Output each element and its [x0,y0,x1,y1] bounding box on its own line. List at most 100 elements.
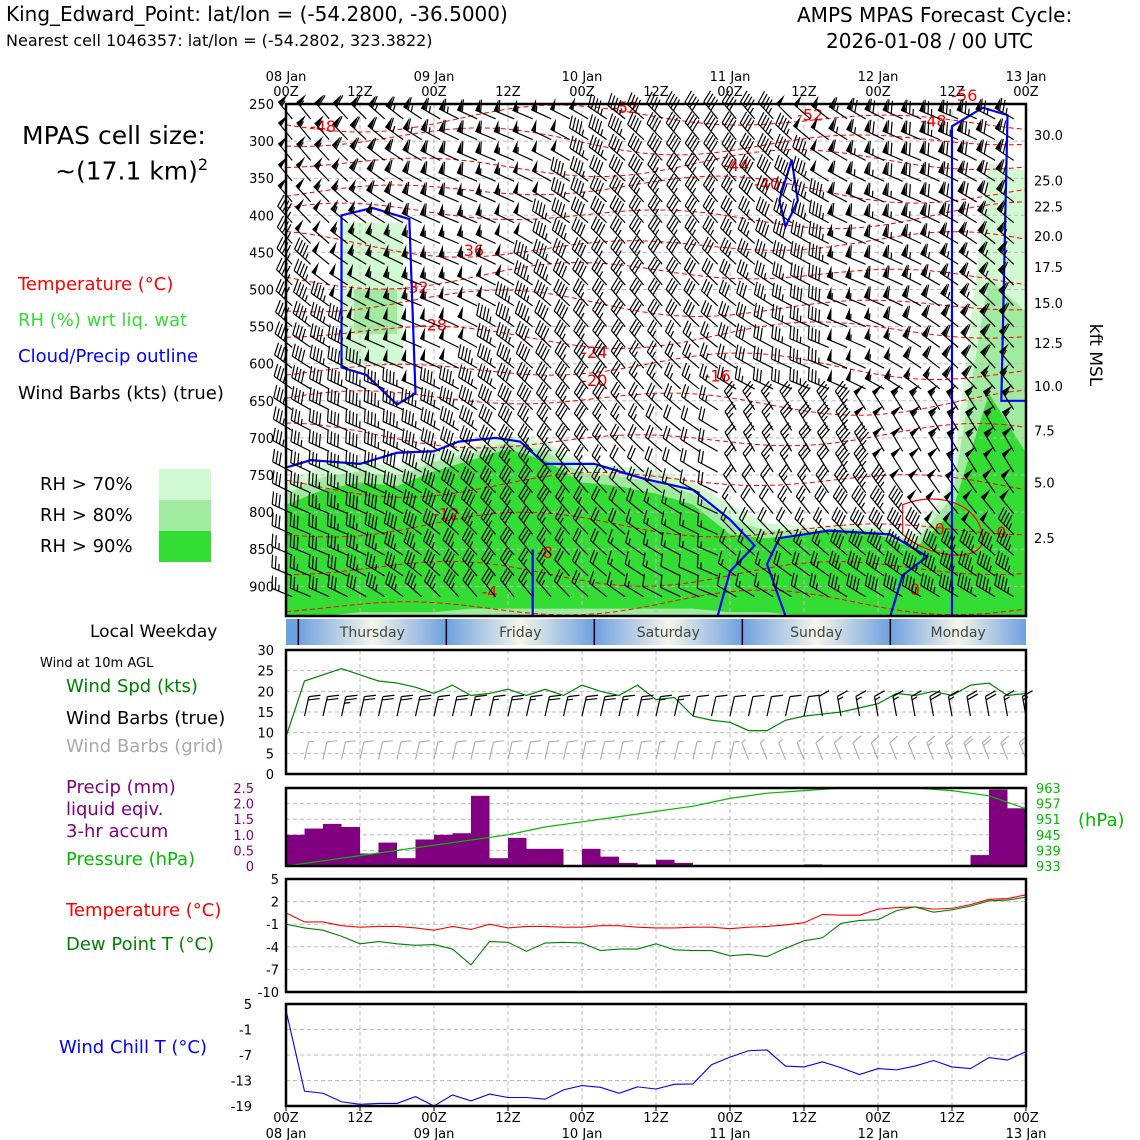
wind-barb-full [370,180,375,194]
wind-barb-staff [919,130,940,141]
wind-barb-pennant [331,178,340,191]
wind-barb-full [410,575,416,588]
wind-barb-pennant [367,137,375,150]
wind-barb-full [667,322,675,335]
wind-barb-full [594,139,600,152]
wind-barb-full [649,343,657,355]
legend-rh70-swatch [159,469,211,500]
wind-barb-full [383,510,388,524]
wind-barb-full [459,425,465,438]
wind-barb-full [645,403,652,416]
wind-barb [774,133,793,161]
wind-barb-full [296,474,300,487]
wind-barb [901,284,922,307]
wind-barb [920,243,940,265]
wind-barb-full [705,134,714,147]
wind-barb [665,111,682,141]
wind-barb [554,548,571,577]
wind-barb-full [389,411,392,425]
wind-barb [646,132,663,161]
wind-barb-half [563,191,566,199]
wind-barb-full [793,264,797,277]
wind-barb-full [430,433,435,446]
wind-barb [684,215,700,244]
wind-barb-full [271,491,275,505]
wind-barb-full [594,159,601,173]
wind-barb-full [686,218,695,230]
wind-barb-full [520,571,529,583]
wind-barb-full [834,464,843,476]
wind-barb [383,243,404,265]
wind-barb-full [308,471,311,485]
wind-barb-full [646,111,654,124]
wind-barb-full [330,452,333,466]
wind-barb-pennant [531,139,538,153]
wind-barb [493,181,515,203]
wind-barb [346,552,367,577]
wind-barb [347,242,367,265]
wind-barb-full [462,448,469,461]
wind-barb-staff [900,233,922,245]
wind-barb [852,464,868,494]
wind-barb-pennant [494,243,501,257]
wind-barb-pennant [350,115,359,128]
wind-barb-half [636,229,641,236]
wind-barb-full [886,141,889,155]
wind-barb-full [627,424,634,437]
wind-barb-half [727,250,732,258]
wind-barb-full [761,201,767,214]
wind-barb [274,342,293,369]
wind-barb-pennant [364,285,370,299]
wind-barb-full [487,431,494,445]
wind-barb-full [388,573,394,586]
wind-barb-pennant [349,157,357,171]
wind-barb-half [800,496,805,503]
wind-barb [900,140,922,161]
wind-barb-pennant [349,136,358,150]
wind-barb [716,364,737,390]
wind-barb-full [780,467,790,479]
wind-barb-full [873,467,882,479]
wind-barb-full [319,371,323,384]
wind-barb-full [499,547,508,560]
wind-barb-full [592,530,599,544]
wind-barb [608,133,626,161]
wind-barb [345,491,367,515]
wind-barb [756,175,774,203]
wind-barb-full [390,514,394,527]
wind-barb-full [499,485,507,498]
wind-barb [721,485,737,514]
wind-barb-full [385,571,391,584]
wind-barb-full [301,265,308,279]
wind-barb-full [744,425,755,436]
wind-barb-staff [493,109,515,120]
wind-barb-full [774,528,781,542]
wind-barb [271,512,293,535]
wind-barb [475,140,496,161]
wind-barb-pennant [438,203,443,217]
wind-barb-full [905,99,908,113]
wind-barb-full [850,203,853,217]
wind-barb-full [295,324,300,338]
wind-barb-pennant [313,177,323,190]
wind-barb-full [465,471,473,484]
wind-barb [475,120,496,141]
wind-barb-full [516,361,523,374]
wind-barb [401,368,422,390]
wind-barb-full [301,328,306,342]
wind-barb [845,202,866,224]
wind-barb [550,156,570,182]
wind-barb-full [578,428,587,441]
wind-barb [864,119,885,141]
wind-barb-pennant [882,244,888,258]
wind-barb-full [802,428,812,440]
wind-barb-full [301,307,307,321]
wind-barb-half [915,523,920,530]
wind-barb-full [279,410,283,424]
wind-barb-full [480,506,488,519]
wind-barb-full [430,474,436,487]
wind-barb-full [385,389,388,403]
wind-barb [572,527,589,556]
wind-barb [291,343,311,369]
wind-barb-full [278,452,282,466]
